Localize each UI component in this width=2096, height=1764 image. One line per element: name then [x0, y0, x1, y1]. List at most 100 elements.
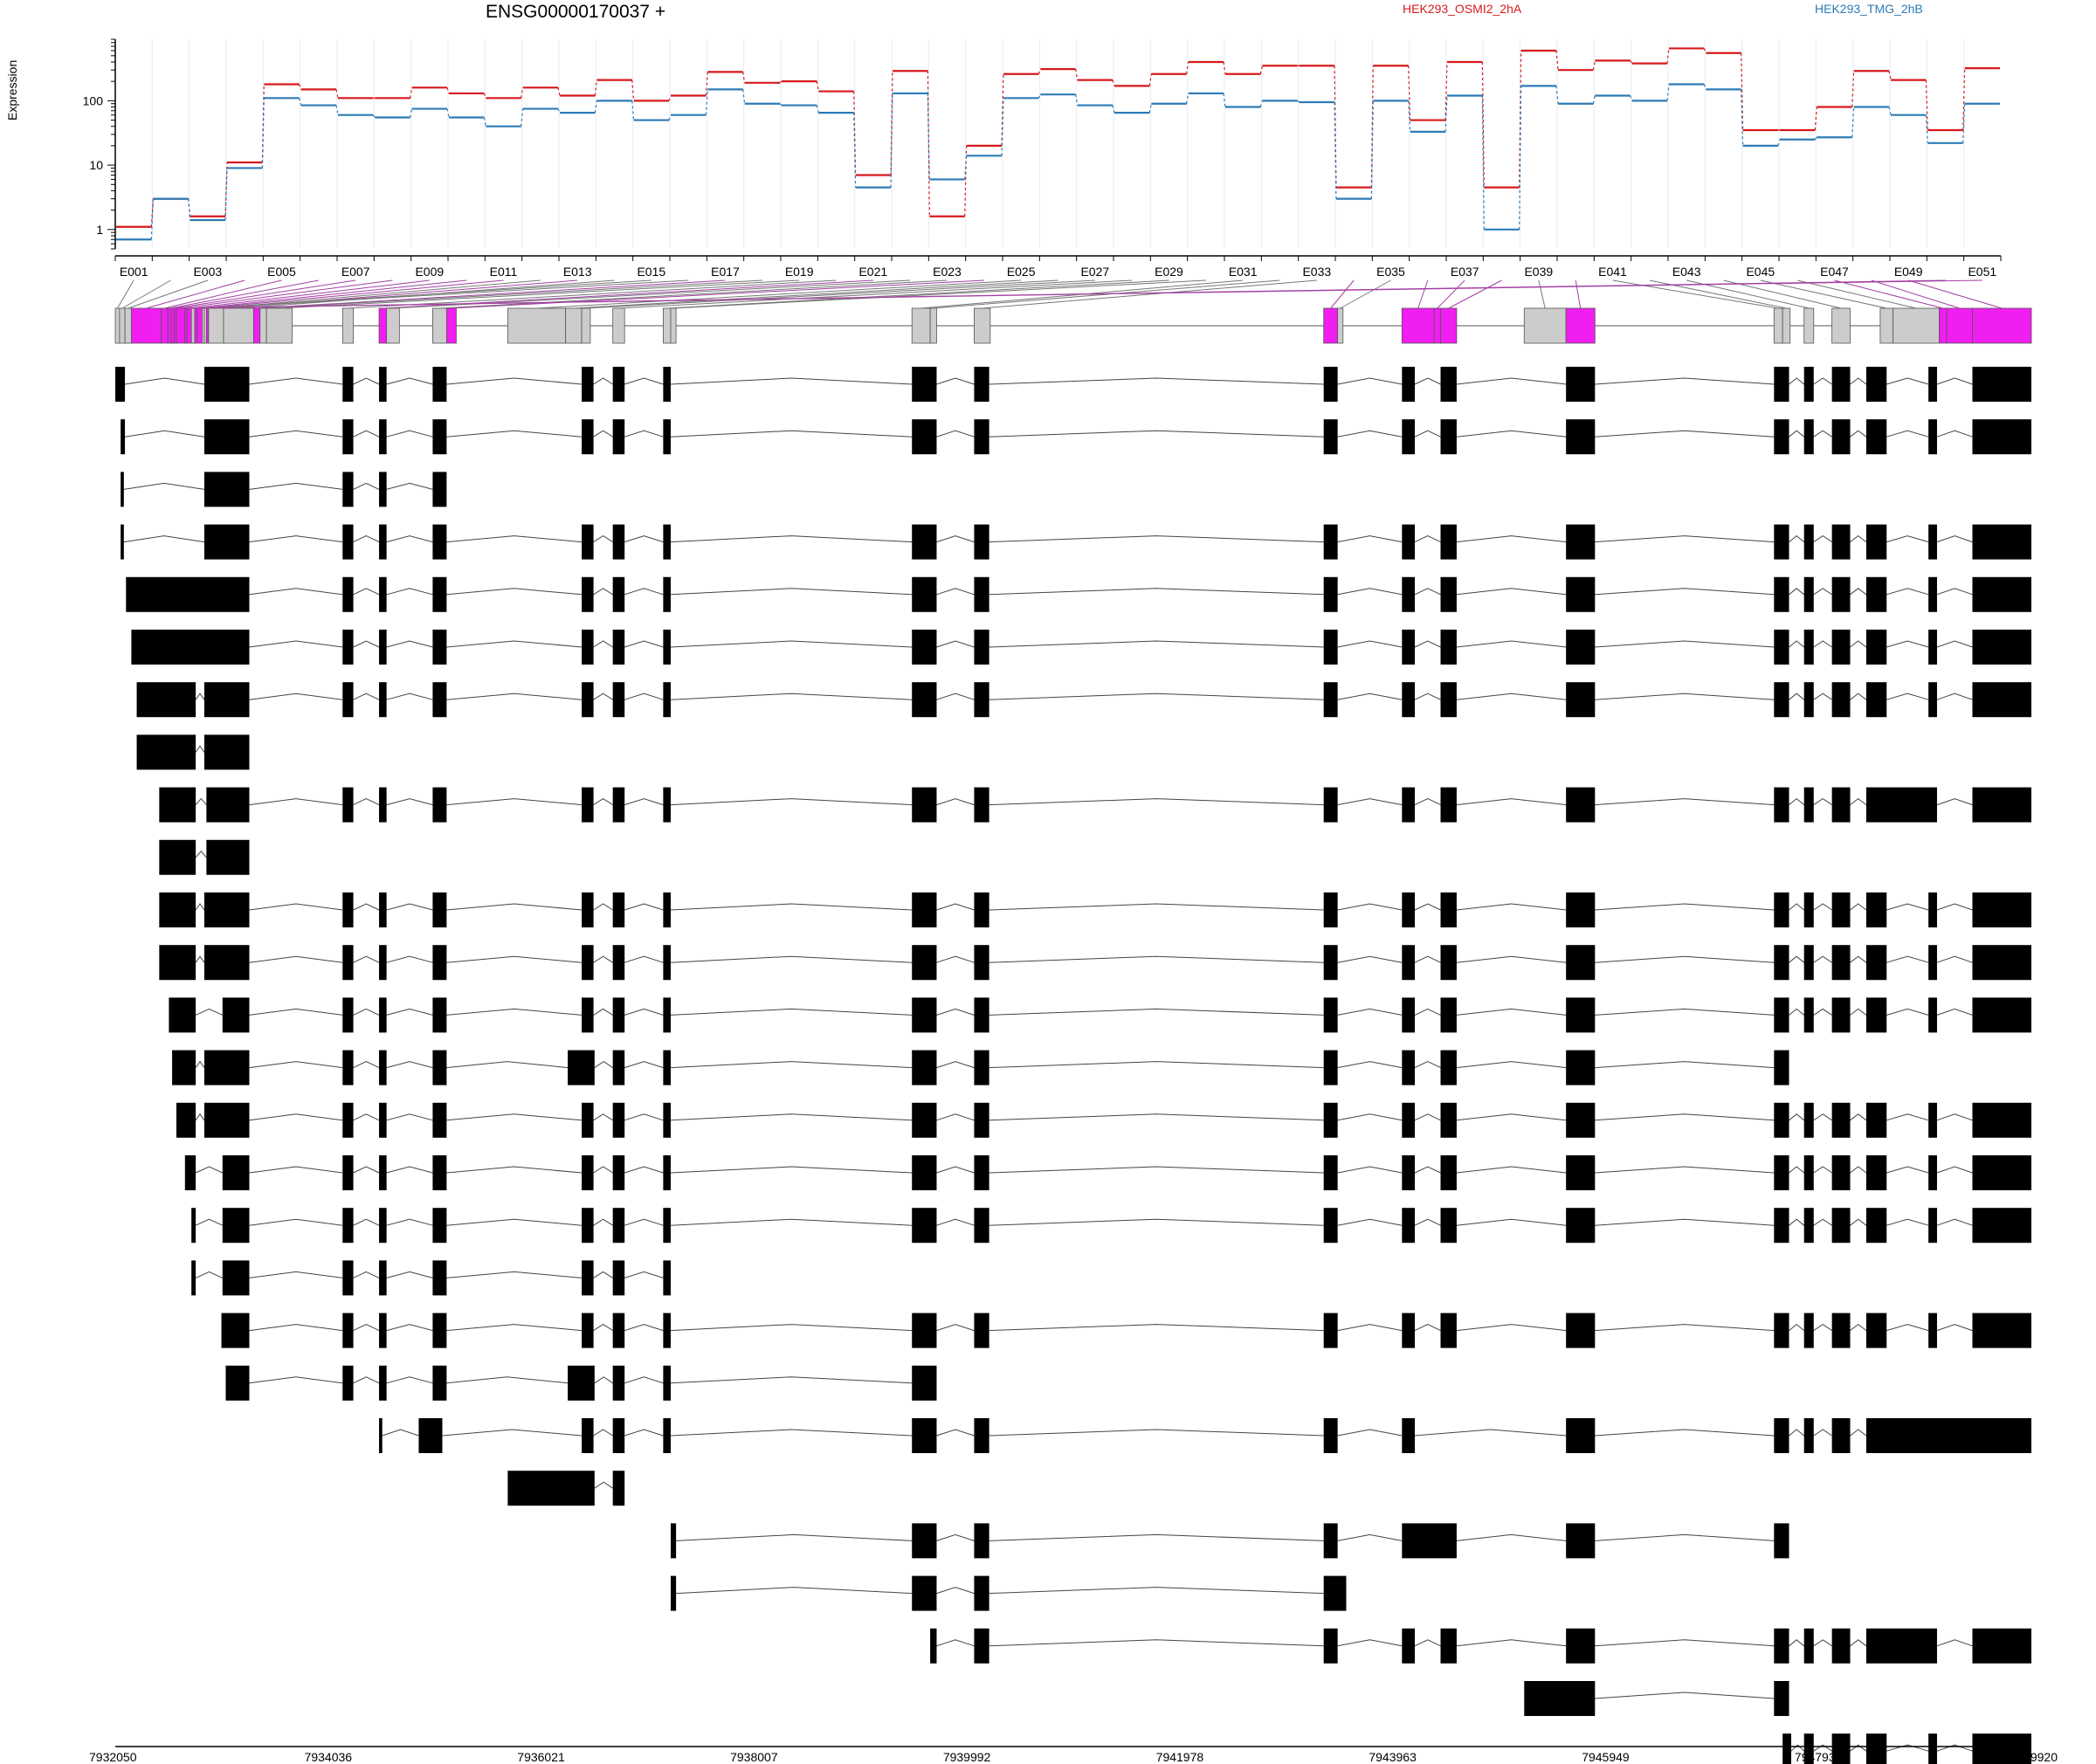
intron	[1936, 535, 1973, 543]
gene-title: ENSG00000170037 +	[486, 2, 666, 22]
intron	[670, 1166, 913, 1174]
expression-link	[1481, 95, 1485, 230]
transcript-exon	[342, 682, 354, 718]
expression-link	[1223, 61, 1226, 74]
intron	[1414, 1639, 1441, 1647]
transcript-exon	[1402, 1523, 1457, 1559]
intron	[1595, 1324, 1775, 1332]
transcript-exon	[663, 576, 671, 612]
intron	[1337, 955, 1403, 963]
intron	[1595, 1166, 1775, 1174]
intron	[249, 1324, 343, 1332]
x-tick-label: E019	[785, 265, 814, 279]
transcript-exon	[974, 1050, 989, 1085]
transcript-exon	[432, 1260, 447, 1296]
intron	[1789, 1429, 1805, 1437]
intron	[1595, 1429, 1775, 1437]
bin-connector	[982, 279, 1317, 309]
transcript-exon	[1803, 1313, 1814, 1348]
intron	[1936, 1639, 1973, 1647]
intron	[446, 1008, 583, 1016]
exon-bin	[184, 307, 188, 344]
transcript-exon	[1566, 787, 1596, 823]
intron	[1414, 588, 1441, 596]
intron	[1595, 693, 1775, 700]
transcript-exon	[1865, 892, 1887, 927]
intron	[989, 430, 1324, 438]
bin-connector	[1417, 279, 1429, 309]
genome-tick-label: 7939992	[943, 1750, 991, 1764]
intron	[1337, 1533, 1403, 1541]
transcript-exon	[342, 1155, 354, 1190]
transcript-exon	[1831, 892, 1851, 927]
expression-link	[410, 87, 413, 99]
transcript-exon	[974, 367, 989, 402]
intron	[386, 430, 433, 438]
expression-link	[557, 108, 561, 114]
transcript-exon	[1402, 787, 1416, 823]
transcript-exon	[612, 892, 625, 927]
expression-link	[1814, 107, 1817, 131]
transcript-exon	[1566, 892, 1596, 927]
transcript-exon	[379, 787, 387, 823]
transcript-exon	[1440, 892, 1457, 927]
intron	[446, 430, 583, 438]
transcript-exon	[432, 1208, 447, 1244]
intron	[1414, 798, 1441, 806]
expression-link	[410, 108, 413, 118]
intron	[1456, 1166, 1567, 1174]
bin-connector	[169, 279, 319, 309]
intron	[446, 955, 583, 963]
transcript-exon	[126, 576, 250, 612]
transcript-exon	[1972, 524, 2031, 560]
exon-bin	[131, 307, 162, 344]
intron	[353, 1218, 380, 1226]
transcript-exon	[1803, 997, 1814, 1033]
transcript-exon	[222, 997, 250, 1033]
exon-bin	[196, 307, 203, 344]
expression-link	[372, 114, 376, 118]
bin-connector	[1834, 279, 1943, 309]
exon-bin	[203, 307, 207, 344]
transcript-exon	[1865, 682, 1887, 718]
intron	[936, 693, 975, 700]
transcript-exon	[1972, 1208, 2031, 1244]
expression-link	[446, 108, 450, 118]
intron	[1337, 1113, 1403, 1121]
transcript-exon	[1402, 1050, 1416, 1085]
intron	[1595, 955, 1775, 963]
transcript-row	[930, 1628, 2031, 1664]
genome-tick-label: 7941978	[1156, 1750, 1204, 1764]
transcript-exon	[1774, 1102, 1789, 1138]
genome-tick-label: 7936021	[517, 1750, 565, 1764]
transcript-exon	[612, 367, 625, 402]
transcript-exon	[1928, 367, 1937, 402]
transcript-exon	[1402, 1102, 1416, 1138]
genome-tick-label: 7943963	[1369, 1750, 1417, 1764]
transcript-exon	[1865, 1313, 1887, 1348]
intron	[989, 1166, 1324, 1174]
bin-connector	[451, 279, 984, 309]
transcript-exon	[342, 419, 354, 455]
intron	[249, 1061, 343, 1069]
transcript-exon	[1774, 1208, 1789, 1244]
transcript-exon	[1566, 1155, 1596, 1190]
x-tick-label: E021	[858, 265, 887, 279]
intron	[1595, 1218, 1775, 1226]
transcript-row	[169, 997, 2031, 1033]
transcript-exon	[131, 630, 250, 665]
intron	[249, 1008, 343, 1016]
transcript-row	[172, 1050, 1789, 1085]
intron	[624, 1113, 664, 1121]
transcript-exon	[379, 1102, 387, 1138]
transcript-exon	[1928, 576, 1937, 612]
expression-link	[705, 89, 708, 115]
transcript-exon	[1323, 787, 1338, 823]
intron	[989, 955, 1324, 963]
expression-link	[335, 105, 339, 115]
transcript-exon	[1323, 1575, 1347, 1611]
intron	[1850, 955, 1867, 963]
intron	[936, 1587, 975, 1595]
transcript-exon	[379, 1365, 387, 1401]
expression-link	[1703, 84, 1706, 90]
